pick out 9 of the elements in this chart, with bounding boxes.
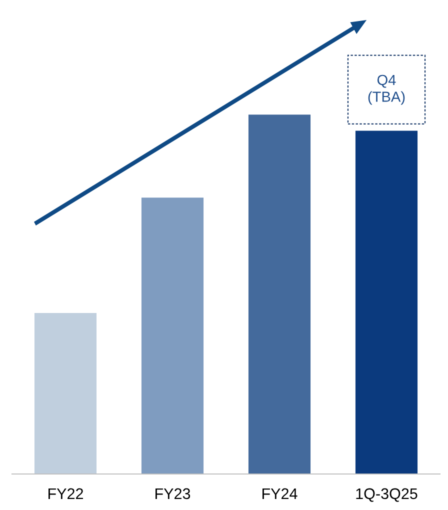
bar — [141, 198, 204, 474]
annotation: Q4 (TBA) — [368, 74, 405, 105]
bar — [355, 130, 418, 474]
x-tick-label: 1Q-3Q25 — [356, 488, 418, 502]
bar — [34, 313, 97, 474]
bar — [248, 114, 311, 474]
x-tick-label: FY23 — [155, 488, 190, 500]
x-tick-label: FY24 — [262, 488, 298, 499]
x-tick-label: FY22 — [48, 488, 83, 499]
